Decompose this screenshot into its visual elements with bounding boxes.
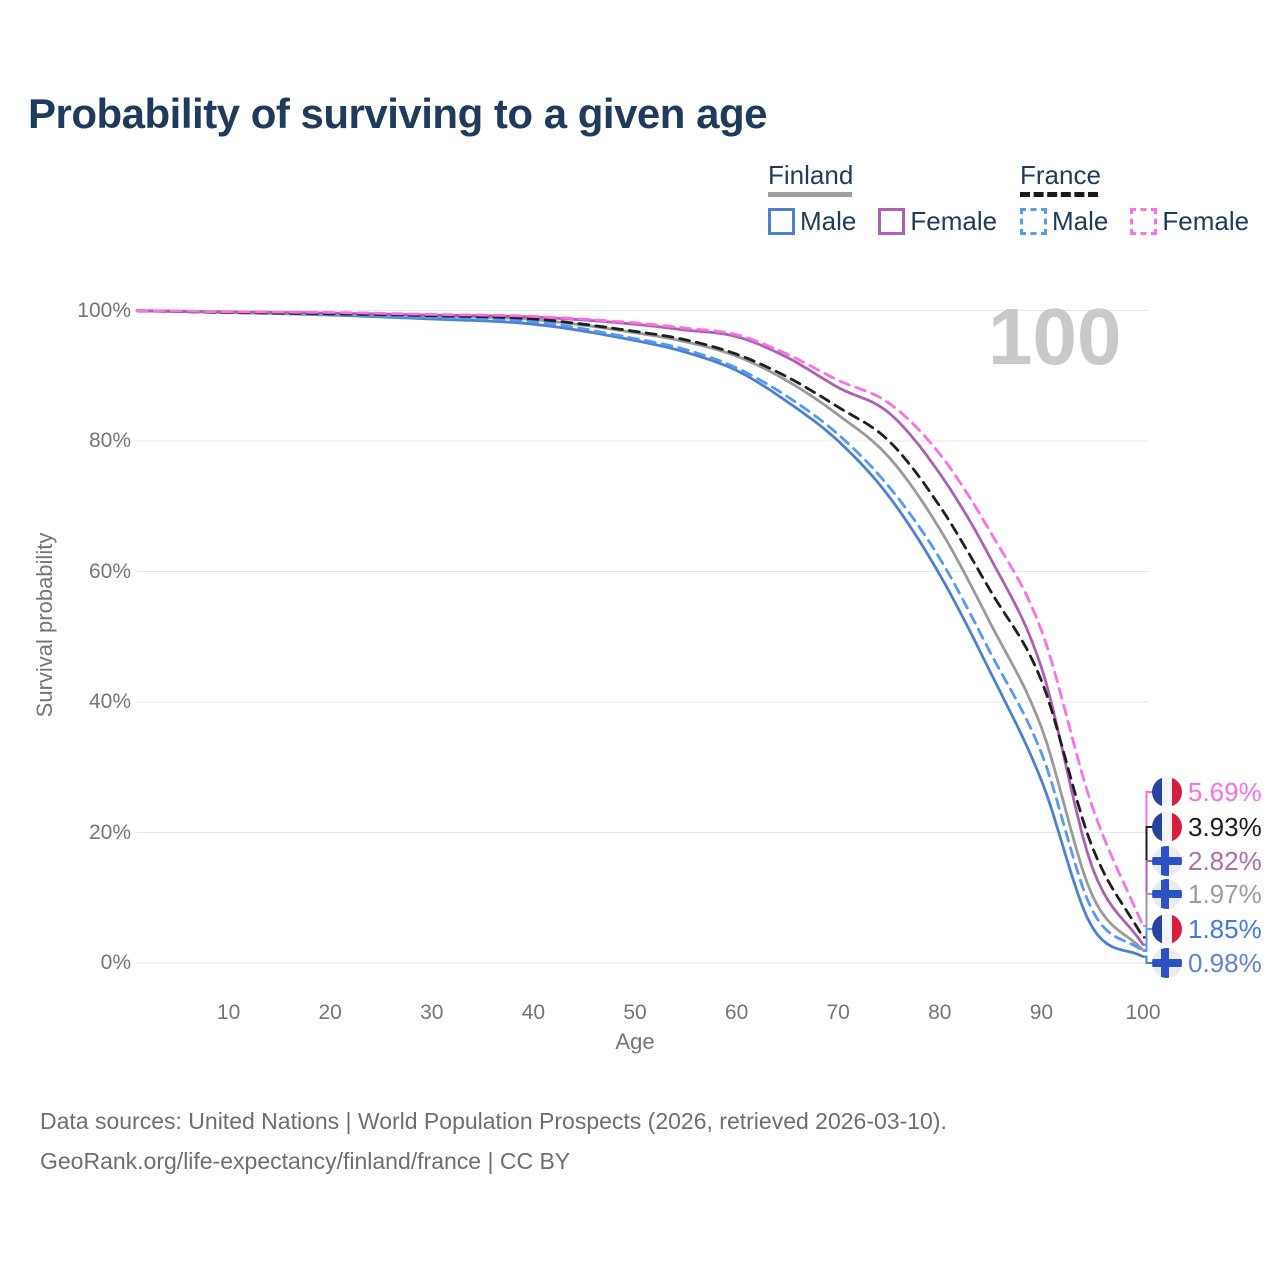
france-female-swatch-icon [1130,208,1158,235]
legend-group-finland: Finland Male Female [768,160,1019,237]
curve-finland-both-sexes[interactable] [135,309,1145,952]
end-label-finland-both-sexes: 1.97% [1152,878,1262,910]
legend-item-finland-male[interactable]: Male [768,206,856,237]
curve-finland-male[interactable] [135,309,1145,958]
end-label-value: 3.93% [1188,811,1262,842]
x-tick-label: 30 [420,1001,444,1024]
curve-france-female[interactable] [135,309,1145,928]
legend-item-france-male[interactable]: Male [1020,206,1108,237]
legend-group-france: France Male Female [1020,160,1271,237]
curve-finland-female[interactable] [135,309,1145,946]
end-label-france-female: 5.69% [1152,776,1262,808]
end-label-value: 0.98% [1188,947,1262,978]
data-sources-text: Data sources: United Nations | World Pop… [40,1108,947,1134]
x-tick-label: 100 [1125,1001,1161,1024]
curve-france-both-sexes[interactable] [135,309,1145,939]
end-label-value: 1.97% [1188,878,1262,909]
legend-group-title-finland: Finland [768,160,854,190]
y-tick-label: 40% [88,690,131,713]
legend-item-label: Male [1052,206,1109,236]
finland-male-swatch-icon [768,208,795,235]
end-label-finland-female: 2.82% [1152,845,1262,877]
france-male-swatch-icon [1020,208,1047,235]
label-connector [1143,955,1153,964]
legend-item-label: Male [800,206,857,236]
end-label-finland-male: 0.98% [1152,947,1262,979]
y-tick-label: 100% [77,298,131,322]
page-title: Probability of surviving to a given age [28,90,767,137]
end-label-value: 1.85% [1188,913,1262,944]
france-flag-icon [1152,777,1182,807]
x-tick-label: 60 [724,1001,749,1024]
finland-flag-icon [1152,879,1182,909]
finland-female-swatch-icon [878,208,906,235]
end-label-france-both-sexes: 3.93% [1152,811,1262,843]
y-tick-label: 0% [100,951,131,974]
x-tick-label: 50 [623,1001,647,1024]
france-flag-icon [1152,914,1182,944]
hover-age-watermark: 100 [988,292,1122,381]
x-tick-label: 40 [521,1001,546,1024]
y-tick-label: 80% [88,429,131,452]
legend-item-france-female[interactable]: Female [1130,206,1249,237]
label-connector [1143,928,1153,952]
france-dashed-line-sample [1020,192,1098,197]
x-tick-label: 20 [318,1001,342,1024]
france-flag-icon [1152,812,1182,842]
y-tick-label: 20% [88,820,131,844]
x-tick-label: 90 [1029,1001,1054,1024]
legend-item-label: Female [1162,206,1250,236]
legend-item-label: Female [910,206,998,236]
x-tick-label: 80 [928,1001,952,1024]
x-tick-label: 10 [216,1001,241,1024]
legend-item-finland-female[interactable]: Female [878,206,997,237]
end-label-france-male: 1.85% [1152,913,1262,945]
legend-group-title-france: France [1020,160,1101,190]
end-label-value: 5.69% [1188,776,1262,807]
finland-solid-line-sample [768,192,852,197]
y-tick-label: 60% [88,559,131,583]
finland-flag-icon [1152,948,1182,978]
curve-france-male[interactable] [135,309,1145,953]
end-label-value: 2.82% [1188,845,1262,876]
x-axis-title: Age [615,1029,655,1054]
finland-flag-icon [1152,846,1182,876]
attribution-link-text: GeoRank.org/life-expectancy/finland/fran… [40,1148,571,1174]
x-tick-label: 70 [826,1001,850,1024]
